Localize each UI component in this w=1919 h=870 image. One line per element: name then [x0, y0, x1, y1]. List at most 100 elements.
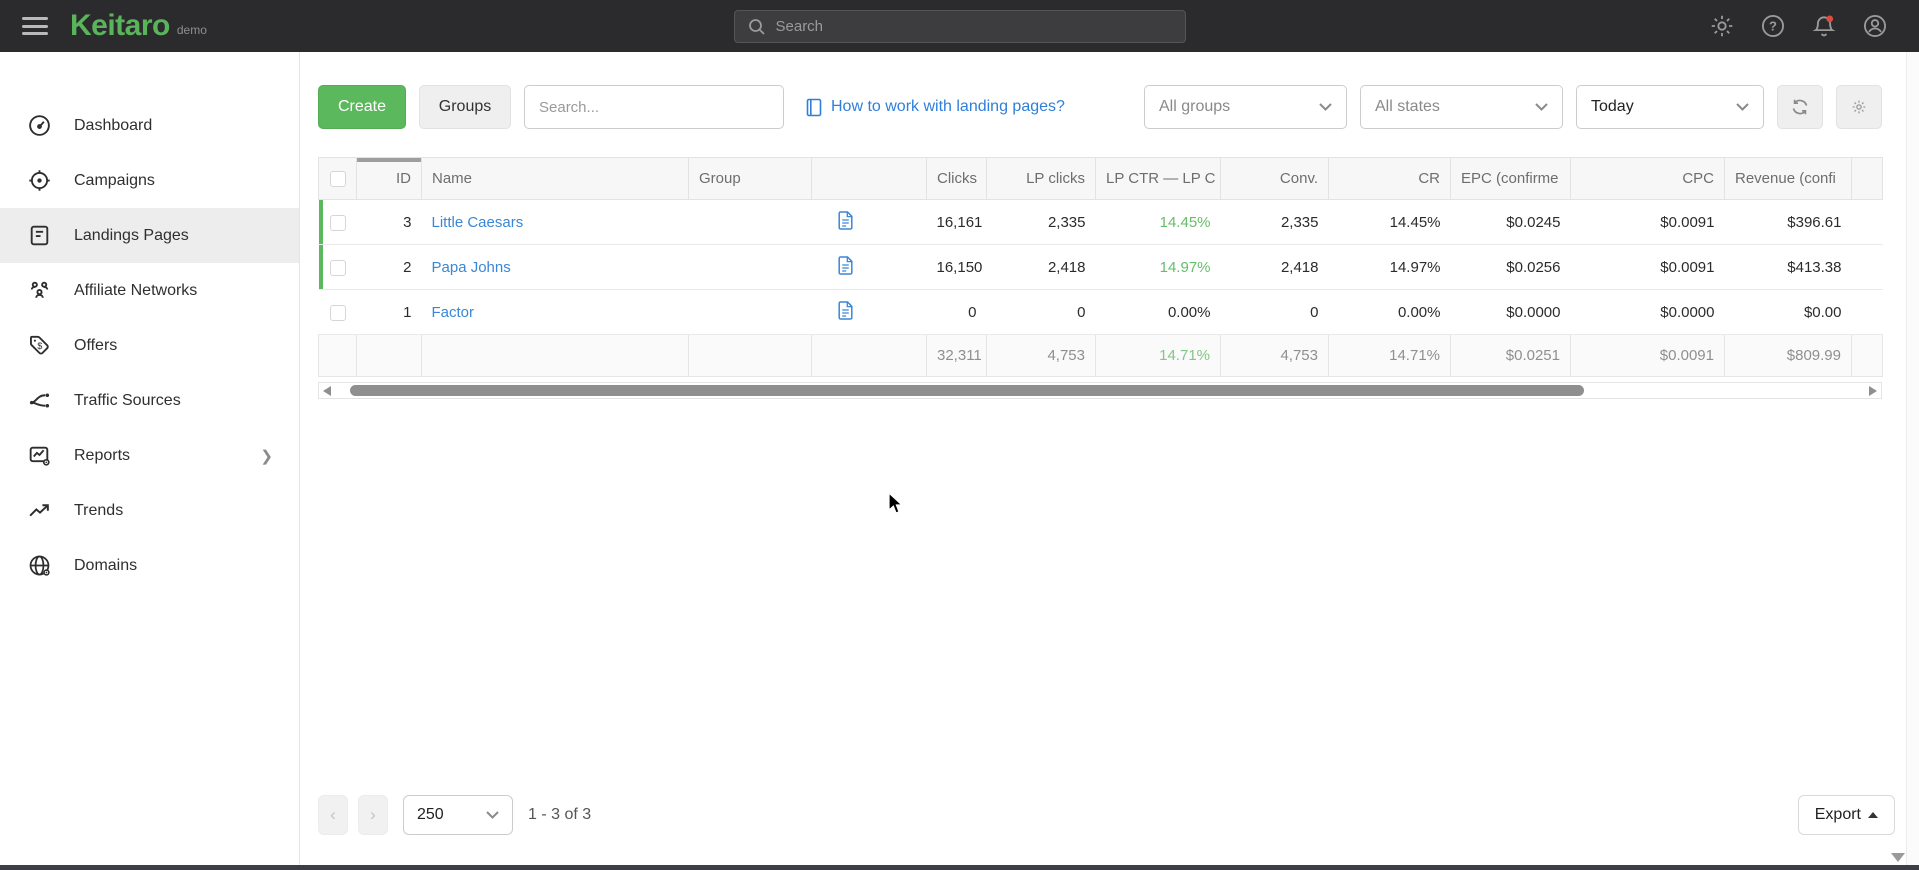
search-icon: [748, 18, 765, 35]
header-group[interactable]: Group: [688, 157, 812, 200]
vertical-scrollbar[interactable]: [1906, 52, 1919, 865]
total-revenue: $809.99: [1724, 334, 1852, 377]
sidebar-item-landing-pages[interactable]: Landings Pages: [0, 208, 299, 263]
header-epc[interactable]: EPC (confirme: [1450, 157, 1571, 200]
row-checkbox[interactable]: [329, 214, 346, 231]
chevron-down-icon: [1736, 103, 1749, 111]
sidebar-item-traffic-sources[interactable]: Traffic Sources: [0, 373, 299, 428]
cell-id: 1: [356, 289, 422, 335]
help-icon[interactable]: ?: [1759, 12, 1787, 40]
main-content: Create Groups Search... How to work with…: [300, 52, 1919, 865]
cell-clicks: 16,161: [926, 199, 987, 245]
cell-epc: $0.0245: [1450, 199, 1571, 245]
landing-name-link[interactable]: Factor: [431, 303, 475, 321]
total-lp-ctr: 14.71%: [1095, 334, 1221, 377]
header-conv[interactable]: Conv.: [1220, 157, 1329, 200]
landing-name-link[interactable]: Little Caesars: [431, 213, 524, 231]
horizontal-scrollbar[interactable]: [318, 382, 1882, 399]
global-search-placeholder: Search: [775, 18, 824, 35]
caret-up-icon: [1868, 812, 1878, 818]
affiliate-networks-icon: [26, 278, 52, 304]
date-range-select[interactable]: Today: [1576, 85, 1764, 129]
cell-group: [688, 244, 812, 290]
header-name[interactable]: Name: [421, 157, 689, 200]
traffic-sources-icon: [26, 388, 52, 414]
cell-lp-ctr: 14.97%: [1095, 244, 1221, 290]
header-cr[interactable]: CR: [1328, 157, 1451, 200]
header-lp-ctr[interactable]: LP CTR — LP C: [1095, 157, 1221, 200]
scroll-right-arrow-icon[interactable]: [1869, 386, 1877, 396]
select-all-checkbox[interactable]: [329, 171, 346, 188]
header-id[interactable]: ID: [356, 157, 422, 200]
refresh-button[interactable]: [1777, 85, 1823, 129]
user-avatar-icon[interactable]: [1861, 12, 1889, 40]
sidebar-item-campaigns[interactable]: Campaigns: [0, 153, 299, 208]
sidebar-item-label: Reports: [74, 446, 131, 464]
sidebar-item-reports[interactable]: Reports ❯: [0, 428, 299, 483]
row-checkbox[interactable]: [329, 304, 346, 321]
page-size-value: 250: [417, 806, 444, 823]
create-button[interactable]: Create: [318, 85, 406, 129]
header-lp-clicks[interactable]: LP clicks: [986, 157, 1096, 200]
chevron-down-icon: [486, 811, 499, 819]
cell-revenue: $396.61: [1724, 199, 1852, 245]
sidebar-item-affiliate-networks[interactable]: Affiliate Networks: [0, 263, 299, 318]
scroll-left-arrow-icon[interactable]: [323, 386, 331, 396]
scroll-down-arrow-icon[interactable]: [1891, 853, 1905, 862]
landing-name-link[interactable]: Papa Johns: [431, 258, 511, 276]
topbar: Keitaro demo Search ?: [0, 0, 1919, 52]
cell-lp-ctr: 0.00%: [1095, 289, 1221, 335]
campaigns-icon: [26, 168, 52, 194]
cell-cr: 14.97%: [1328, 244, 1451, 290]
menu-hamburger-icon[interactable]: [22, 17, 48, 35]
help-link[interactable]: How to work with landing pages?: [831, 98, 1065, 115]
cell-id: 3: [356, 199, 422, 245]
next-page-button[interactable]: ›: [358, 795, 388, 835]
total-cr: 14.71%: [1328, 334, 1451, 377]
horizontal-scrollbar-thumb[interactable]: [350, 385, 1584, 396]
row-checkbox[interactable]: [329, 259, 346, 276]
cell-group: [688, 289, 812, 335]
landing-search-placeholder: Search...: [539, 98, 600, 116]
filter-groups-select[interactable]: All groups: [1144, 85, 1347, 129]
cell-revenue: $0.00: [1724, 289, 1852, 335]
total-clicks: 32,311: [926, 334, 987, 377]
cell-epc: $0.0256: [1450, 244, 1571, 290]
table-row: 3 Little Caesars 16,161 2,335 14.45% 2,335 14.…: [318, 199, 1883, 245]
gear-icon: [1852, 100, 1866, 114]
header-actions: [811, 157, 927, 200]
cell-cpc: $0.0091: [1570, 199, 1725, 245]
cell-group: [688, 199, 812, 245]
filter-states-select[interactable]: All states: [1360, 85, 1563, 129]
export-button[interactable]: Export: [1797, 795, 1895, 835]
landing-search-input[interactable]: Search...: [524, 85, 784, 129]
sidebar-item-domains[interactable]: Domains: [0, 538, 299, 593]
notifications-bell-icon[interactable]: [1810, 12, 1838, 40]
sidebar-item-label: Dashboard: [74, 116, 153, 134]
sidebar: Dashboard Campaigns Landings Pages Affil…: [0, 52, 300, 865]
header-cpc[interactable]: CPC: [1570, 157, 1725, 200]
sidebar-item-trends[interactable]: Trends: [0, 483, 299, 538]
sidebar-item-label: Affiliate Networks: [74, 281, 198, 299]
table-settings-button[interactable]: [1836, 85, 1882, 129]
app-logo: Keitaro: [70, 9, 170, 42]
sidebar-item-dashboard[interactable]: Dashboard: [0, 98, 299, 153]
document-icon: [837, 210, 853, 230]
header-clicks[interactable]: Clicks: [926, 157, 987, 200]
prev-page-button[interactable]: ‹: [318, 795, 348, 835]
global-search-input[interactable]: Search: [733, 10, 1186, 43]
sidebar-item-offers[interactable]: $ Offers: [0, 318, 299, 373]
offers-icon: $: [26, 333, 52, 359]
svg-text:?: ?: [1769, 19, 1777, 34]
cell-clicks: 16,150: [926, 244, 987, 290]
sidebar-item-label: Campaigns: [74, 171, 155, 189]
totals-row: 32,311 4,753 14.71% 4,753 14.71% $0.0251…: [318, 334, 1883, 377]
page-size-select[interactable]: 250: [403, 795, 513, 835]
document-icon: [837, 255, 853, 275]
sidebar-item-label: Traffic Sources: [74, 391, 181, 409]
groups-button[interactable]: Groups: [419, 85, 511, 129]
bottom-edge: [0, 865, 1919, 870]
filter-states-value: All states: [1375, 98, 1440, 115]
header-revenue[interactable]: Revenue (confi: [1724, 157, 1852, 200]
settings-gear-icon[interactable]: [1708, 12, 1736, 40]
